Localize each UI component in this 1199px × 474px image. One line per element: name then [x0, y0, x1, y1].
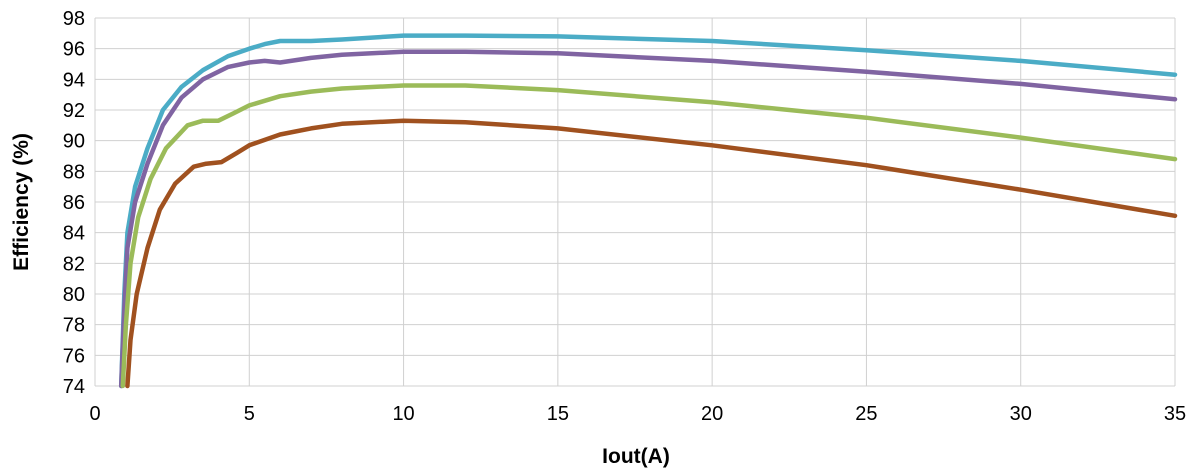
series-line-3: [120, 83, 1178, 389]
x-tick-label: 10: [392, 403, 414, 425]
y-tick-label: 92: [63, 100, 85, 122]
y-tick-label: 76: [63, 345, 85, 367]
x-tick-label: 20: [701, 403, 723, 425]
y-tick-label: 90: [63, 131, 85, 153]
grid: [94, 17, 1176, 387]
y-tick-label: 82: [63, 253, 85, 275]
y-tick-label: 80: [63, 284, 85, 306]
x-tick-label: 35: [1164, 403, 1186, 425]
series-line-4: [125, 118, 1178, 389]
y-tick-label: 88: [63, 161, 85, 183]
y-tick-label: 74: [63, 376, 85, 398]
x-axis-title: Iout(A): [602, 445, 670, 468]
x-tick-label: 25: [855, 403, 877, 425]
series-group: [118, 33, 1178, 389]
x-tick-label: 30: [1010, 403, 1032, 425]
y-tick-label: 86: [63, 192, 85, 214]
x-tick-labels: 0 5 10 15 20 25 30 35: [89, 403, 1186, 425]
y-axis-title: Efficiency (%): [10, 133, 33, 271]
y-tick-label: 84: [63, 223, 85, 245]
x-tick-label: 5: [244, 403, 255, 425]
y-tick-label: 78: [63, 315, 85, 337]
y-tick-label: 98: [63, 8, 85, 30]
x-tick-label: 0: [89, 403, 100, 425]
y-tick-label: 96: [63, 39, 85, 61]
series-line-2: [118, 49, 1178, 389]
y-tick-labels: 74 76 78 80 82 84 86 88 90 92 94 96 98: [63, 8, 85, 398]
x-tick-label: 15: [547, 403, 569, 425]
y-tick-label: 94: [63, 69, 85, 91]
series-line-1: [118, 33, 1178, 389]
